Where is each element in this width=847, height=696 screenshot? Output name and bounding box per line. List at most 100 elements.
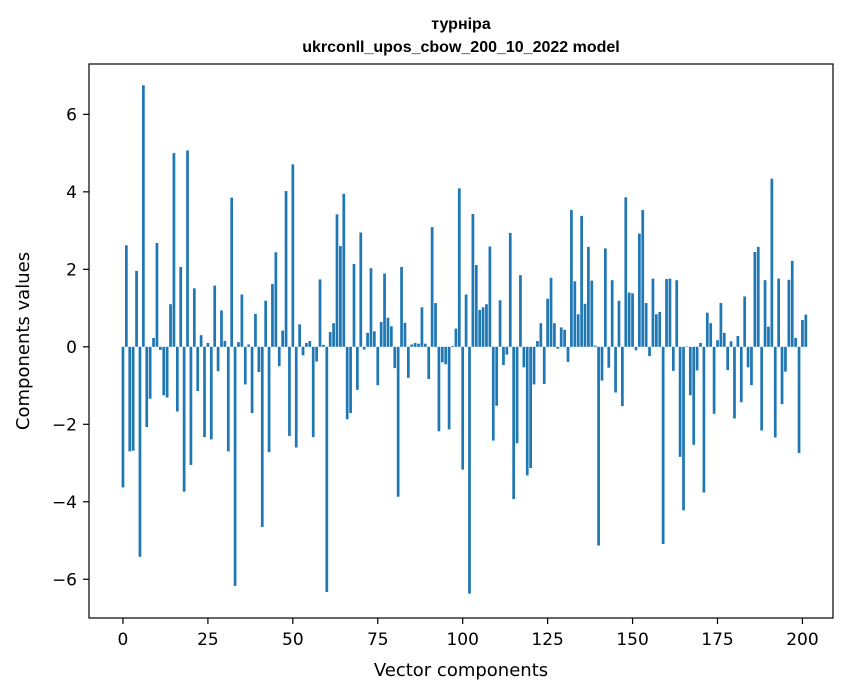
bar-112 xyxy=(502,346,505,366)
bar-34 xyxy=(237,342,240,347)
bar-32 xyxy=(230,197,234,347)
bar-91 xyxy=(430,227,434,347)
bar-139 xyxy=(593,345,597,347)
bar-40 xyxy=(257,346,261,372)
bar-201 xyxy=(804,314,808,347)
bar-45 xyxy=(274,252,278,347)
bar-58 xyxy=(318,279,322,347)
bar-109 xyxy=(491,346,495,441)
bar-6 xyxy=(142,85,145,347)
bar-56 xyxy=(311,346,315,438)
bar-88 xyxy=(420,307,424,347)
bar-115 xyxy=(512,346,516,500)
bar-73 xyxy=(369,268,373,347)
bar-80 xyxy=(393,346,397,369)
bar-96 xyxy=(447,346,451,430)
x-tick-label: 75 xyxy=(367,630,389,650)
bar-170 xyxy=(699,342,702,347)
bar-41 xyxy=(260,346,264,527)
bar-13 xyxy=(165,346,169,398)
bar-180 xyxy=(733,346,736,419)
bar-181 xyxy=(736,335,740,347)
bar-0 xyxy=(121,346,125,488)
bar-81 xyxy=(396,346,400,497)
bar-125 xyxy=(546,298,549,347)
bar-104 xyxy=(474,265,478,347)
bar-184 xyxy=(746,346,750,368)
bar-87 xyxy=(417,343,420,347)
bar-64 xyxy=(339,246,342,347)
chart-title-line2: ukrconll_upos_cbow_200_10_2022 model xyxy=(302,39,619,56)
bar-48 xyxy=(284,191,288,347)
bar-164 xyxy=(678,346,682,457)
bar-174 xyxy=(712,346,716,414)
bar-122 xyxy=(536,341,539,347)
bar-162 xyxy=(671,346,675,371)
bar-152 xyxy=(638,233,641,347)
bar-179 xyxy=(729,341,733,347)
bar-113 xyxy=(505,346,509,355)
bar-160 xyxy=(665,279,668,347)
bar-187 xyxy=(756,246,760,347)
bar-62 xyxy=(332,323,335,347)
bar-132 xyxy=(570,210,573,347)
bar-100 xyxy=(461,346,465,470)
bar-119 xyxy=(525,346,529,476)
bar-131 xyxy=(566,346,570,362)
bar-44 xyxy=(271,284,274,347)
x-tick-label: 125 xyxy=(531,630,563,650)
bar-1 xyxy=(125,245,128,347)
bar-111 xyxy=(498,300,502,347)
bar-51 xyxy=(294,346,298,448)
bar-47 xyxy=(281,330,284,347)
bar-23 xyxy=(199,335,203,347)
bar-78 xyxy=(386,317,390,347)
bar-158 xyxy=(658,311,662,347)
bar-9 xyxy=(152,337,155,347)
bar-50 xyxy=(291,164,295,347)
bar-63 xyxy=(335,214,339,347)
bar-166 xyxy=(685,346,689,347)
bar-37 xyxy=(247,344,251,347)
bar-193 xyxy=(777,278,780,347)
bar-95 xyxy=(444,346,448,365)
bar-186 xyxy=(753,251,757,347)
x-tick-label: 150 xyxy=(616,630,648,650)
bar-28 xyxy=(216,346,220,372)
bar-72 xyxy=(366,332,369,347)
bar-126 xyxy=(549,277,553,347)
bar-137 xyxy=(587,246,590,347)
bar-161 xyxy=(668,278,672,347)
bar-70 xyxy=(359,232,363,347)
bar-135 xyxy=(580,215,583,347)
bar-82 xyxy=(400,267,403,347)
bar-94 xyxy=(440,346,444,363)
bar-197 xyxy=(790,260,794,347)
y-tick-label: −6 xyxy=(52,570,77,590)
bar-36 xyxy=(243,346,247,385)
bar-151 xyxy=(634,346,638,351)
bar-102 xyxy=(468,346,471,594)
bar-121 xyxy=(532,346,536,385)
bar-31 xyxy=(226,346,230,452)
bar-195 xyxy=(784,346,787,372)
bar-159 xyxy=(661,346,665,544)
bar-2 xyxy=(128,346,132,452)
y-tick-label: −2 xyxy=(52,415,77,435)
bar-19 xyxy=(186,150,189,347)
bar-154 xyxy=(644,303,648,347)
bar-116 xyxy=(515,346,519,444)
bar-97 xyxy=(451,346,454,347)
bar-49 xyxy=(288,346,291,436)
bar-189 xyxy=(763,280,767,347)
bar-149 xyxy=(627,292,631,347)
bar-101 xyxy=(464,294,468,347)
bar-143 xyxy=(607,346,611,368)
bar-43 xyxy=(267,346,271,453)
bar-147 xyxy=(621,346,624,407)
bar-157 xyxy=(654,314,658,347)
bar-106 xyxy=(481,307,485,347)
bar-140 xyxy=(597,346,600,546)
bar-130 xyxy=(563,329,566,347)
bar-173 xyxy=(709,323,713,347)
